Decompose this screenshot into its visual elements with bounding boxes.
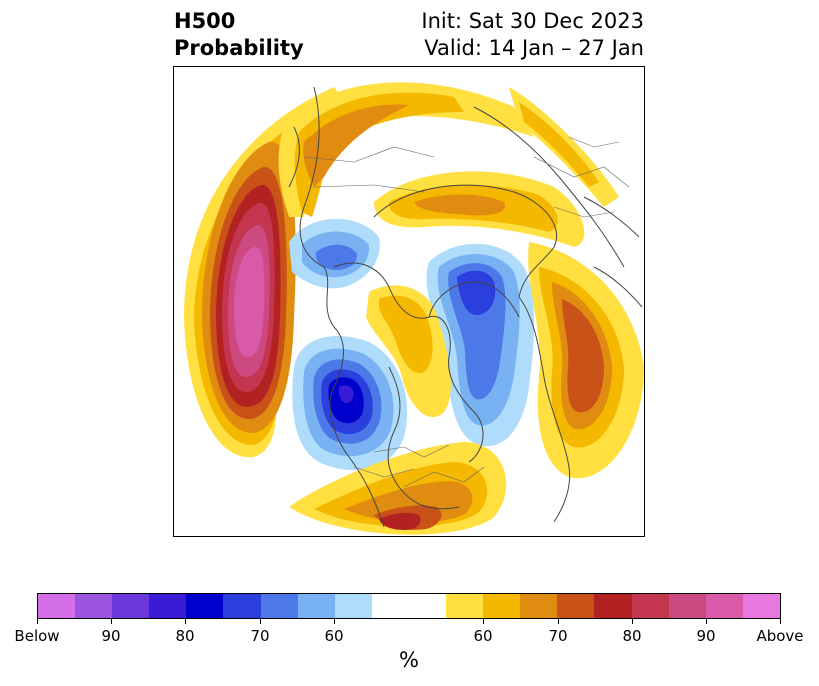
tick-label: 90 [101,627,121,645]
colorbar-segment-below [75,594,113,618]
colorbar-segment-above [705,594,743,618]
colorbar-segment-below [260,594,298,618]
map-title: H500 Probability [174,8,304,62]
tick-label: Above [756,627,804,645]
title-variable: H500 [174,9,236,33]
colorbar-segment-below [149,594,187,618]
colorbar-segment-above [742,594,780,618]
colorbar-segment-below [112,594,150,618]
tick-mark [632,619,633,624]
anomaly-north-above [278,82,534,217]
tick-label: 60 [324,627,344,645]
anomaly-north-america-below [292,335,408,470]
tick-label: 80 [175,627,195,645]
anomaly-alaska-below [289,218,380,289]
anomaly-pacific-above [184,87,349,458]
tick-mark [37,619,38,624]
colorbar-segment-above [520,594,558,618]
tick-label: 80 [622,627,642,645]
tick-label: 60 [473,627,493,645]
tick-label: 90 [696,627,716,645]
colorbar-unit: % [399,648,419,672]
anomaly-asia-above [528,242,644,479]
colorbar-segment-above [668,594,706,618]
tick-mark [780,619,781,624]
anomaly-gulf-above [289,442,507,535]
colorbar-segment-above [446,594,484,618]
init-date: Init: Sat 30 Dec 2023 [421,9,644,33]
tick-mark [483,619,484,624]
colorbar-segment-above [483,594,521,618]
valid-range: Valid: 14 Jan – 27 Jan [424,36,644,60]
colorbar-segment-below [223,594,261,618]
tick-label: 70 [250,627,270,645]
tick-label: Below [14,627,60,645]
title-product: Probability [174,36,304,60]
colorbar-segment-above [594,594,632,618]
colorbar-segment-below [38,594,76,618]
borders [303,136,630,488]
tick-label: 70 [548,627,568,645]
tick-mark [706,619,707,624]
tick-mark [334,619,335,624]
tick-mark [558,619,559,624]
coastlines [288,86,643,528]
anomaly-northeast-above [509,87,619,207]
colorbar-segment-below [297,594,335,618]
colorbar-segment-above [631,594,669,618]
tick-mark [260,619,261,624]
colorbar-segment-below [334,594,372,618]
anomaly-eurasia-above [374,171,585,247]
probability-map-svg [184,82,644,535]
tick-mark [111,619,112,624]
anomaly-hudson-above [366,285,451,418]
anomaly-arctic-below [426,243,534,447]
polar-map [173,66,645,537]
colorbar-segment-neutral [371,594,447,618]
colorbar-segment-above [557,594,595,618]
map-dates: Init: Sat 30 Dec 2023 Valid: 14 Jan – 27… [421,8,644,62]
tick-mark [185,619,186,624]
colorbar-segment-below [186,594,224,618]
colorbar [37,593,781,619]
